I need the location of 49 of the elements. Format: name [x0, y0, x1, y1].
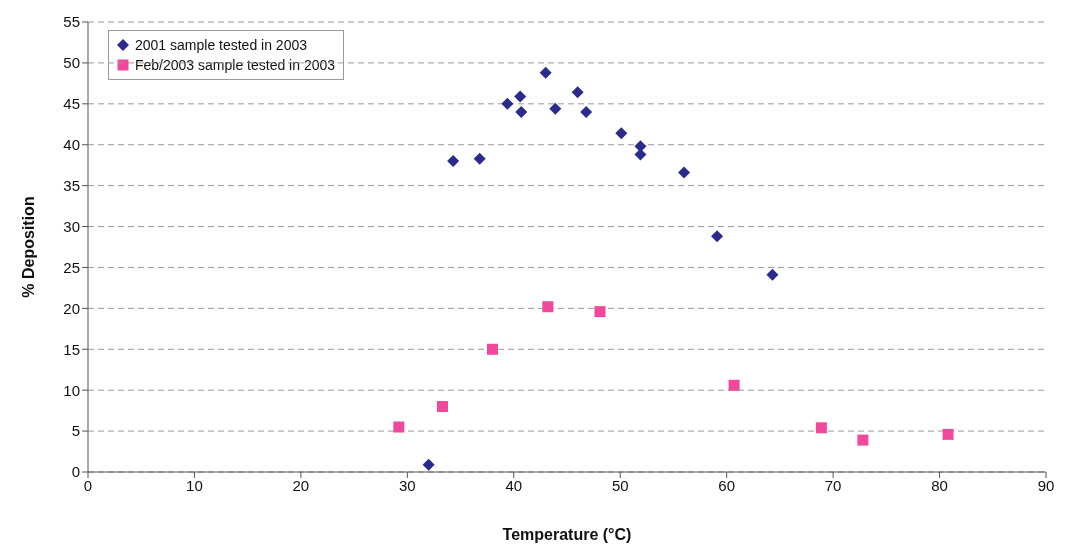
y-axis-title: % Deposition	[19, 196, 37, 298]
x-axis-title: Temperature (°C)	[502, 526, 632, 543]
x-tick-label: 80	[931, 476, 948, 494]
legend-label: 2001 sample tested in 2003	[135, 36, 308, 55]
x-tick-label: 60	[718, 476, 736, 494]
point	[580, 106, 593, 118]
point	[501, 97, 514, 110]
point	[571, 86, 584, 99]
y-tick-label: 45	[63, 95, 80, 113]
y-tick-label: 5	[71, 422, 80, 440]
x-tick-label: 50	[611, 476, 629, 494]
point	[594, 306, 606, 318]
x-tick-label: 90	[1037, 476, 1055, 494]
point	[678, 166, 691, 179]
point	[393, 421, 405, 433]
point	[728, 379, 740, 391]
point	[549, 102, 562, 115]
x-tick-label: 0	[83, 476, 93, 494]
x-tick-label: 10	[186, 476, 203, 494]
point	[515, 106, 528, 118]
point	[857, 434, 869, 446]
y-tick-label: 50	[63, 54, 80, 72]
point	[542, 301, 554, 313]
point	[486, 343, 498, 355]
y-tick-label: 15	[63, 340, 80, 358]
x-tick-label: 70	[824, 476, 842, 494]
point	[815, 422, 827, 434]
point	[942, 428, 954, 440]
point	[615, 127, 628, 140]
legend-label: Feb/2003 sample tested in 2003	[135, 56, 336, 75]
x-tick-label: 40	[505, 476, 523, 494]
point	[422, 458, 435, 471]
y-tick-label: 10	[63, 381, 80, 399]
point	[447, 155, 460, 168]
point	[436, 401, 448, 413]
point	[514, 90, 527, 103]
point	[473, 152, 486, 165]
y-tick-label: 55	[63, 13, 80, 31]
y-tick-label: 0	[71, 463, 80, 481]
y-tick-label: 30	[63, 217, 80, 235]
point	[711, 230, 724, 243]
y-tick-label: 25	[63, 258, 80, 276]
point	[766, 268, 779, 281]
point	[539, 66, 552, 79]
x-tick-label: 20	[292, 476, 310, 494]
x-tick-label: 30	[398, 476, 416, 494]
y-tick-label: 20	[63, 299, 80, 317]
y-tick-label: 40	[63, 136, 80, 154]
y-tick-label: 35	[63, 176, 80, 194]
